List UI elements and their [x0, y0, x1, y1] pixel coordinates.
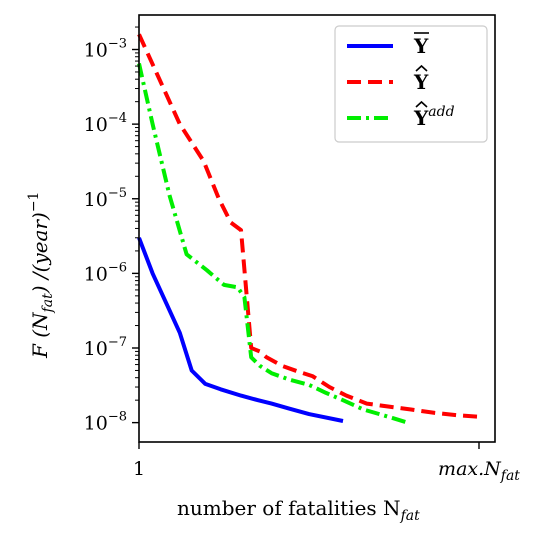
legend-hat-accent	[415, 64, 428, 72]
x-tick-label: 1	[133, 458, 145, 480]
series-line-2	[137, 33, 480, 419]
y-tick-label: 10−5	[84, 186, 127, 211]
series-line-1	[137, 237, 344, 423]
series-line-3	[137, 63, 409, 425]
y-axis-label: F (Nfat) /(year)−1	[26, 192, 56, 359]
y-tick-label: 10−8	[84, 410, 127, 435]
legend-items: YY Yadd	[347, 32, 455, 130]
y-tick-label: 10−6	[84, 260, 127, 285]
legend: YY Yadd	[334, 25, 488, 143]
legend-label-1: Y	[413, 34, 429, 58]
series-layer	[137, 33, 480, 425]
legend-label-3: Yadd	[413, 104, 455, 130]
legend-label-2: Y	[413, 70, 429, 94]
ticks-layer: 10−3 10−4 10−5 10−6 10−7 10−8 1 max.Nfat	[84, 26, 520, 484]
y-tick-label: 10−4	[84, 111, 127, 136]
y-tick-label: 10−7	[84, 335, 127, 360]
legend-box	[334, 25, 488, 143]
x-tick-label: max.Nfat	[438, 458, 520, 484]
x-axis-label: number of fatalities Nfat	[177, 496, 420, 524]
legend-hat-accent	[415, 100, 428, 108]
y-tick-label: 10−3	[84, 37, 127, 62]
